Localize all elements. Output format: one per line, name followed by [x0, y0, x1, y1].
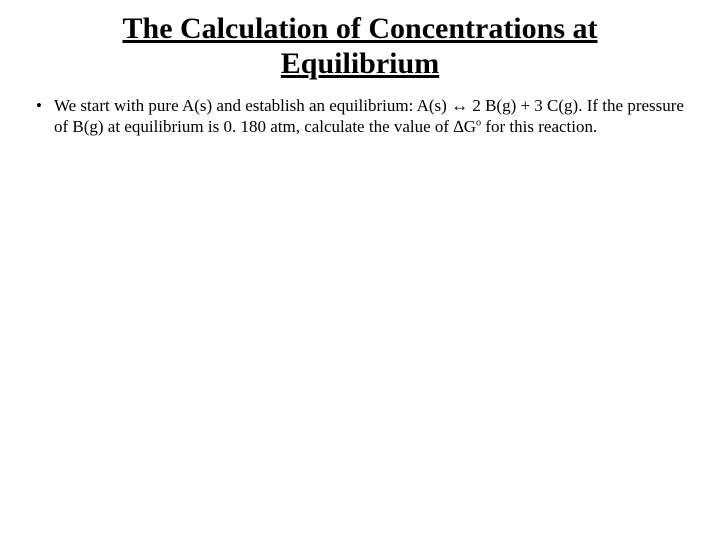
title-line-1: The Calculation of Concentrations at	[123, 12, 598, 45]
bullet-part2: for this reaction.	[481, 117, 597, 136]
bullet-list: • We start with pure A(s) and establish …	[28, 95, 692, 138]
title-line-2: Equilibrium	[281, 47, 439, 80]
page-title: The Calculation of Concentrations at Equ…	[28, 12, 692, 81]
bullet-marker-icon: •	[36, 95, 42, 116]
bullet-text: We start with pure A(s) and establish an…	[54, 95, 692, 138]
list-item: • We start with pure A(s) and establish …	[36, 95, 692, 138]
